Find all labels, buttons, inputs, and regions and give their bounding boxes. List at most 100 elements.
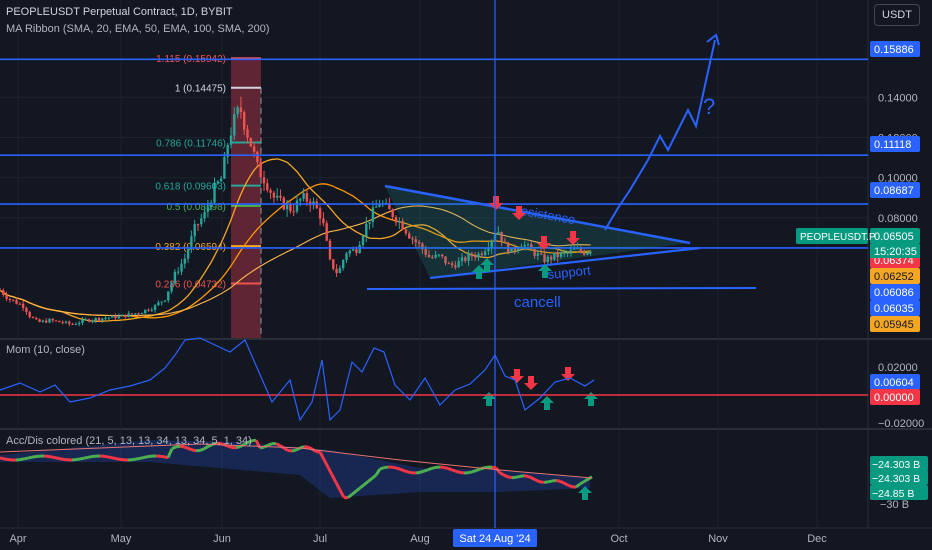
candle-body <box>322 218 324 223</box>
acc-dis-segment <box>516 476 520 477</box>
candle-body <box>197 224 199 225</box>
acc-dis-segment <box>32 456 36 457</box>
acc-dis-segment <box>524 476 528 477</box>
candle-body <box>65 322 67 323</box>
acc-dis-segment <box>276 444 280 446</box>
candle-body <box>223 157 225 179</box>
candle-body <box>164 300 166 301</box>
acc-dis-segment <box>292 450 296 451</box>
fib-range-band <box>231 58 261 344</box>
acc-dis-segment <box>540 482 544 483</box>
acc-dis-segment <box>580 482 584 484</box>
candle-body <box>236 107 238 114</box>
candle-body <box>200 218 202 224</box>
candle-body <box>332 259 334 269</box>
candle-body <box>213 183 215 203</box>
acc-dis-segment <box>460 472 464 473</box>
acc-dis-segment <box>284 448 288 450</box>
acc-dis-segment <box>80 458 84 459</box>
acc-dis-segment <box>144 457 148 458</box>
candle-body <box>131 313 133 314</box>
candle-body <box>161 302 163 303</box>
candle-body <box>151 310 153 311</box>
candle-body <box>141 313 143 314</box>
candle-body <box>38 319 40 322</box>
acc-dis-segment <box>188 448 192 450</box>
candle-body <box>395 217 397 222</box>
candle-body <box>118 316 120 318</box>
candle-body <box>52 319 54 320</box>
price-label: 0.06252 <box>874 271 914 283</box>
acc-dis-segment <box>560 481 564 483</box>
acc-dis-legend[interactable]: Acc/Dis colored (21, 5, 13, 13, 34, 13, … <box>6 435 252 447</box>
candle-body <box>2 290 4 295</box>
acc-dis-segment <box>200 449 204 451</box>
acc-dis-segment <box>148 456 152 457</box>
candle-body <box>306 193 308 201</box>
acc-dis-segment <box>260 447 264 448</box>
candle-body <box>220 179 222 182</box>
candle-body <box>187 249 189 258</box>
candle-body <box>19 304 21 305</box>
mom-value-label: 0.00000 <box>874 392 914 404</box>
symbol-tag: PEOPLEUSDT.P <box>800 232 876 243</box>
candle-body <box>266 183 268 190</box>
mom-legend[interactable]: Mom (10, close) <box>6 344 85 356</box>
acc-dis-segment <box>108 457 112 458</box>
acc-dis-segment <box>404 471 408 472</box>
fib-level-label: 1 (0.14475) <box>175 84 226 95</box>
candle-body <box>104 318 106 319</box>
y-tick-label: 0.08000 <box>878 213 918 225</box>
candle-body <box>319 208 321 218</box>
symbol-title[interactable]: PEOPLEUSDT Perpetual Contract, 1D, BYBIT <box>6 6 233 18</box>
candle-body <box>78 323 80 324</box>
candle-body <box>35 318 37 319</box>
acc-dis-segment <box>88 457 92 458</box>
acc-dis-segment <box>548 481 552 482</box>
acc-dis-segment <box>504 475 508 477</box>
candle-body <box>85 319 87 320</box>
candle-body <box>154 305 156 310</box>
acc-dis-segment <box>184 447 188 448</box>
candle-body <box>121 315 123 316</box>
candle-body <box>260 162 262 177</box>
candle-body <box>174 272 176 283</box>
countdown-label: 15:20:35 <box>874 246 917 258</box>
acc-y-tick-label: −30 B <box>880 499 909 511</box>
acc-dis-segment <box>448 468 452 469</box>
candle-body <box>45 321 47 323</box>
acc-dis-segment <box>112 458 116 459</box>
acc-dis-segment <box>568 485 572 487</box>
acc-dis-segment <box>28 457 32 458</box>
currency-button[interactable]: USDT <box>874 4 920 26</box>
acc-dis-segment <box>472 471 476 472</box>
candle-body <box>9 299 11 300</box>
x-tick-label: Oct <box>610 533 627 545</box>
acc-dis-segment <box>484 467 488 468</box>
candle-body <box>335 269 337 273</box>
acc-dis-segment <box>424 470 428 471</box>
candle-body <box>302 193 304 199</box>
candle-body <box>144 310 146 313</box>
candle-body <box>329 241 331 259</box>
acc-dis-segment <box>444 467 448 468</box>
candle-body <box>91 320 93 321</box>
ma-ribbon-legend[interactable]: MA Ribbon (SMA, 20, EMA, 50, EMA, 100, S… <box>6 23 270 35</box>
acc-dis-segment <box>288 450 292 451</box>
candle-body <box>29 312 31 317</box>
candle-body <box>88 319 90 321</box>
candle-body <box>114 316 116 319</box>
price-label: 0.06035 <box>874 303 914 315</box>
candle-body <box>170 283 172 292</box>
acc-dis-segment <box>396 468 400 469</box>
mom-y-tick-label: 0.02000 <box>878 362 918 374</box>
acc-dis-segment <box>492 467 496 468</box>
candle-body <box>293 211 295 212</box>
price-label: 0.05945 <box>874 319 914 331</box>
candle-body <box>0 290 1 291</box>
candle-body <box>58 321 60 322</box>
candle-body <box>392 209 394 217</box>
candle-body <box>289 204 291 211</box>
candle-body <box>299 199 301 201</box>
